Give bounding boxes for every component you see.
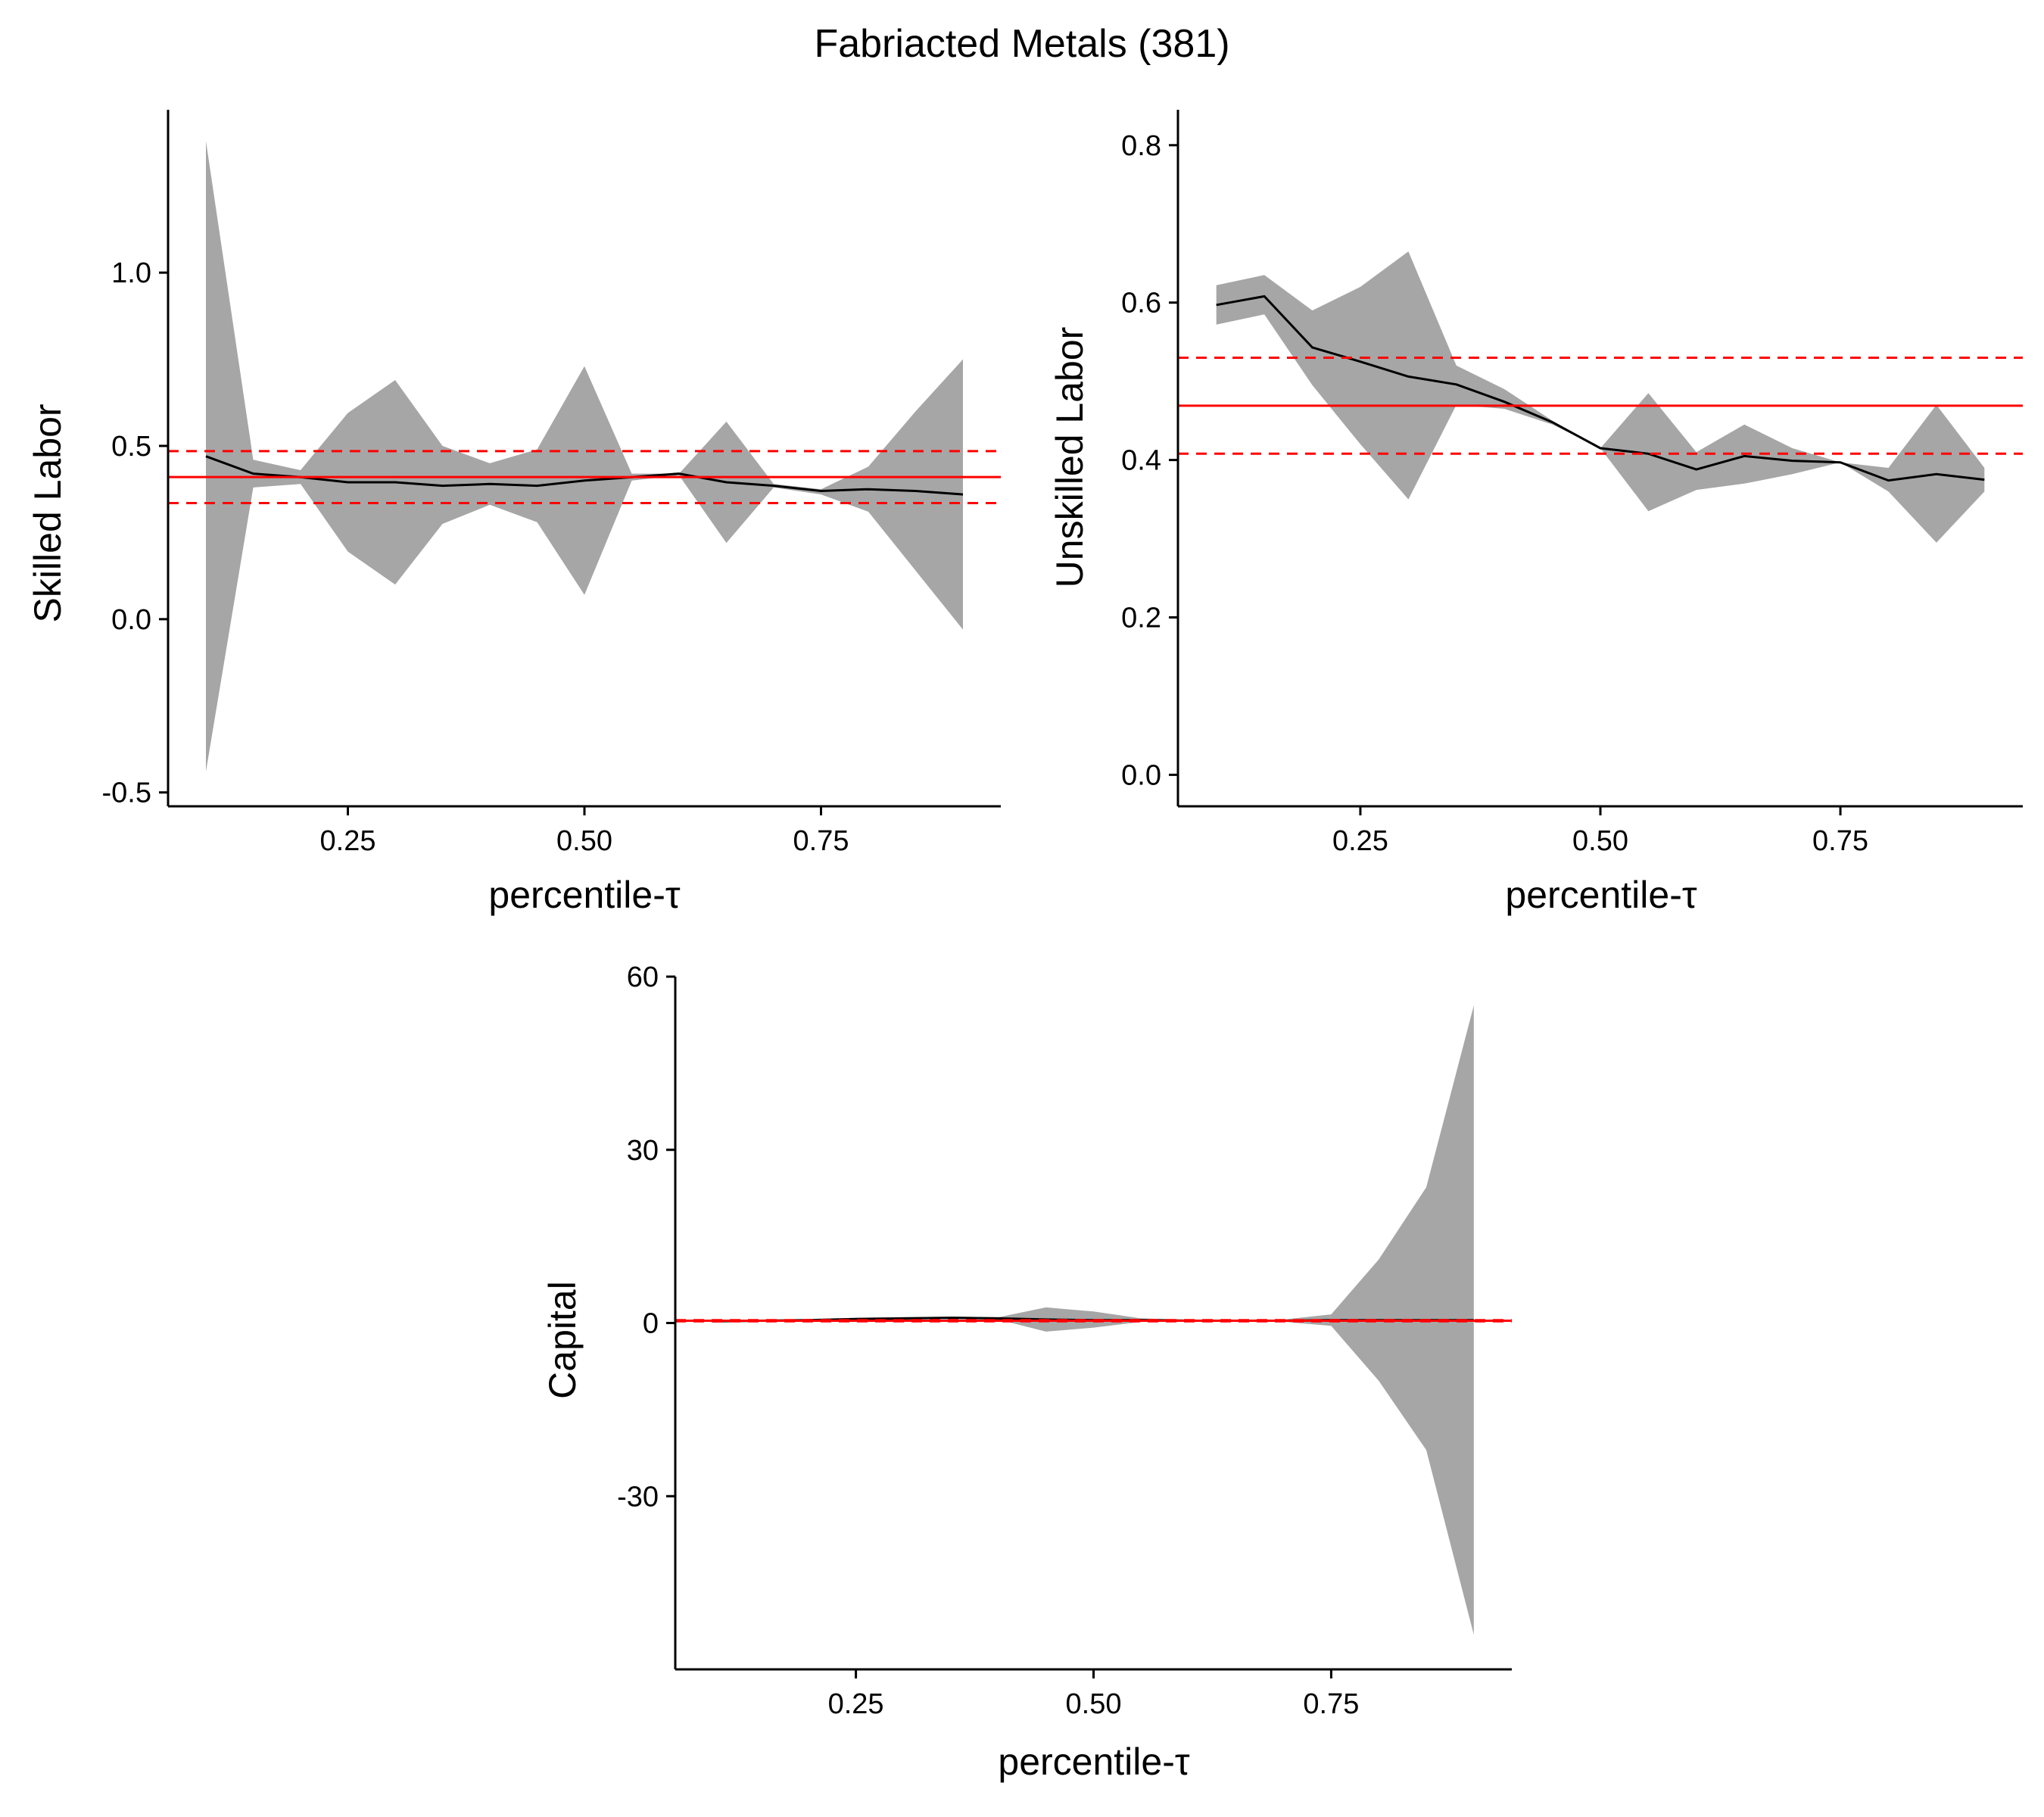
x-tick-label: 0.25: [1332, 825, 1388, 857]
x-tick-label: 0.50: [556, 825, 612, 857]
x-tick-label: 0.75: [1303, 1688, 1359, 1720]
y-tick-label: 0: [643, 1308, 659, 1340]
x-tick-label: 0.75: [1812, 825, 1868, 857]
panel-capital: 0.25 0.50 0.75 -30 0 30 60 percentile-τ Capita…: [541, 961, 1512, 1783]
confidence-band: [1216, 251, 1985, 543]
confidence-band: [206, 141, 963, 772]
y-tick-label: 0.8: [1121, 130, 1161, 162]
plot-area-capital: 0.25 0.50 0.75 -30 0 30 60: [617, 961, 1512, 1720]
y-tick-label: -0.5: [102, 778, 151, 809]
y-tick-label: -30: [617, 1481, 659, 1513]
y-tick-label: 0.0: [1121, 759, 1161, 791]
quantile-estimate-line: [205, 455, 964, 496]
panel-skilled-labor: 0.25 0.50 0.75 -0.5 0.0 0.5 1.0 percentile-τ S…: [26, 110, 1001, 916]
x-tick-label: 0.25: [828, 1688, 884, 1720]
y-tick-label: 30: [627, 1135, 659, 1167]
y-tick-label: 1.0: [111, 257, 151, 289]
panel-unskilled-labor: 0.25 0.50 0.75 0.0 0.2 0.4 0.6 0.8 percentile-τ…: [1048, 110, 2023, 916]
x-tick-label: 0.75: [793, 825, 849, 857]
x-tick-label: 0.50: [1572, 825, 1628, 857]
y-tick-label: 0.4: [1121, 445, 1161, 477]
y-tick-label: 0.0: [111, 604, 151, 636]
ylabel-capital: Capital: [541, 1281, 584, 1399]
ylabel-skilled: Skilled Labor: [26, 404, 69, 622]
x-tick-label: 0.25: [320, 825, 376, 857]
plot-area-skilled: 0.25 0.50 0.75 -0.5 0.0 0.5 1.0: [102, 110, 1001, 857]
ylabel-unskilled: Unskilled Labor: [1048, 327, 1091, 588]
y-tick-label: 0.6: [1121, 288, 1161, 319]
y-tick-label: 0.5: [111, 431, 151, 463]
xlabel-skilled: percentile-τ: [488, 874, 680, 916]
plot-area-unskilled: 0.25 0.50 0.75 0.0 0.2 0.4 0.6 0.8: [1121, 110, 2023, 857]
y-tick-label: 0.2: [1121, 603, 1161, 634]
xlabel-unskilled: percentile-τ: [1505, 874, 1697, 916]
xlabel-capital: percentile-τ: [998, 1741, 1189, 1783]
x-tick-label: 0.50: [1066, 1688, 1122, 1720]
figure-title: Fabriacted Metals (381): [814, 22, 1229, 66]
y-tick-label: 60: [627, 961, 659, 993]
